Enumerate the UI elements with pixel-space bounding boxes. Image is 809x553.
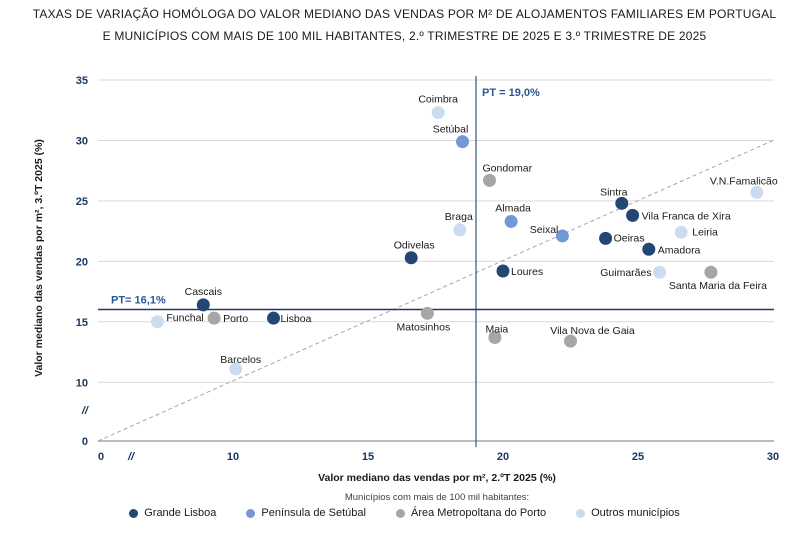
x-tick-label-10: 10 [227, 451, 239, 463]
point-label-gondomar: Gondomar [483, 162, 533, 174]
data-point-maia [488, 331, 502, 345]
legend-item-label: Península de Setúbal [261, 507, 366, 519]
point-label-almada: Almada [495, 202, 531, 214]
data-point-odivelas [404, 251, 418, 265]
data-point-braga [453, 223, 467, 237]
x-tick-label-25: 25 [632, 451, 644, 463]
data-point-set-bal [456, 135, 469, 149]
x-tick-label-30: 30 [767, 451, 779, 463]
legend: Grande Lisboa Península de Setúbal Área Me… [0, 507, 809, 519]
data-point-leiria [674, 225, 688, 239]
point-label-guimar-es: Guimarães [600, 267, 651, 279]
reference-lines: PT = 19,0% PT= 16,1% [97, 76, 775, 447]
x-tick-label-0: 0 [98, 451, 104, 463]
y-tick-label-25: 25 [76, 196, 88, 208]
data-point-barcelos [229, 362, 243, 376]
legend-marker-icon [395, 508, 405, 518]
point-label-sintra: Sintra [600, 186, 628, 198]
point-label-coimbra: Coimbra [418, 94, 458, 106]
data-point-lisboa [267, 311, 280, 325]
chart-title-line1: TAXAS DE VARIAÇÃO HOMÓLOGA DO VALOR MEDI… [32, 7, 777, 21]
point-label-v-n-famalic-o: V.N.Famalicão [710, 175, 778, 187]
point-label-maia: Maia [486, 324, 509, 336]
legend-marker-icon [246, 508, 256, 518]
y-axis-title: Valor mediano das vendas por m², 3.ºT 20… [33, 139, 45, 377]
point-label-leiria: Leiria [692, 226, 718, 238]
data-point-funchal [150, 315, 164, 329]
data-point-almada [504, 214, 518, 228]
x-axis-title: Valor mediano das vendas por m², 2.ºT 20… [318, 472, 556, 484]
data-point-porto [207, 311, 221, 325]
point-label-porto: Porto [223, 313, 248, 325]
data-point-amadora [642, 242, 656, 256]
y-tick-label-30: 30 [76, 135, 88, 147]
data-point-loures [496, 264, 510, 278]
y-tick-label-0: 0 [82, 436, 88, 448]
legend-marker-icon [576, 508, 586, 518]
legend-marker-icon [129, 508, 139, 518]
pt-horizontal-label: PT= 16,1% [111, 295, 166, 307]
data-point-oeiras [599, 231, 613, 245]
data-point-santa-maria-da-feira [704, 265, 718, 279]
x-tick-label-20: 20 [497, 451, 509, 463]
data-point-coimbra [431, 106, 445, 120]
data-point-vila-nova-de-gaia [564, 334, 577, 348]
y-tick-label-15: 15 [76, 317, 88, 329]
data-point-matosinhos [420, 306, 434, 320]
legend-item-outros-munic-pios: Outros municípios [576, 507, 680, 519]
point-label-santa-maria-da-feira: Santa Maria da Feira [669, 280, 767, 292]
data-point-cascais [196, 298, 210, 312]
y-axis-break: // [81, 405, 90, 417]
point-label-vila-nova-de-gaia: Vila Nova de Gaia [550, 325, 635, 337]
data-point-vila-franca-de-xira [626, 208, 640, 222]
legend-item-label: Grande Lisboa [144, 507, 217, 519]
point-label-seixal: Seixal [530, 224, 559, 236]
data-point-v-n-famalic-o [750, 185, 764, 199]
point-label-set-bal: Setúbal [433, 124, 469, 136]
y-tick-label-20: 20 [76, 256, 88, 268]
point-label-lisboa: Lisboa [281, 313, 312, 325]
point-label-amadora: Amadora [658, 244, 701, 256]
point-label-funchal: Funchal [166, 312, 203, 324]
data-points [150, 106, 764, 376]
point-label-matosinhos: Matosinhos [397, 321, 451, 333]
data-point-guimar-es [653, 265, 667, 279]
legend-item-pen-nsula-de-set-bal: Península de Setúbal [246, 507, 366, 519]
point-label-barcelos: Barcelos [220, 354, 261, 366]
point-label-vila-franca-de-xira: Vila Franca de Xira [642, 210, 731, 222]
tick-labels: 10 15 20 25 30 35 0 // 10 15 20 25 30 0 // [76, 75, 779, 463]
point-label-odivelas: Odivelas [394, 240, 435, 252]
point-label-braga: Braga [445, 211, 473, 223]
pt-vertical-label: PT = 19,0% [482, 87, 540, 99]
data-point-gondomar [483, 173, 496, 187]
point-label-cascais: Cascais [185, 286, 222, 298]
point-labels: Sintra Vila Franca de Xira Oeiras Amadora Od… [166, 94, 777, 366]
identity-line [97, 139, 775, 442]
legend-note: Municípios com mais de 100 mil habitante… [344, 492, 530, 503]
y-tick-label-35: 35 [76, 75, 88, 87]
data-point-sintra [615, 196, 629, 210]
chart-title-line2: E MUNICÍPIOS COM MAIS DE 100 MIL HABITAN… [102, 29, 707, 43]
point-label-oeiras: Oeiras [614, 232, 645, 244]
legend-item-label: Outros municípios [591, 507, 680, 519]
legend-item-label: Área Metropoltana do Porto [410, 507, 547, 519]
y-tick-label-10: 10 [76, 377, 88, 389]
point-label-loures: Loures [511, 266, 543, 278]
legend-item-grande-lisboa: Grande Lisboa [129, 507, 216, 519]
data-point-seixal [555, 229, 569, 243]
legend-item--rea-metropoltana-do-porto: Área Metropoltana do Porto [395, 507, 547, 519]
x-axis-break: // [127, 451, 136, 463]
x-tick-label-15: 15 [362, 451, 374, 463]
